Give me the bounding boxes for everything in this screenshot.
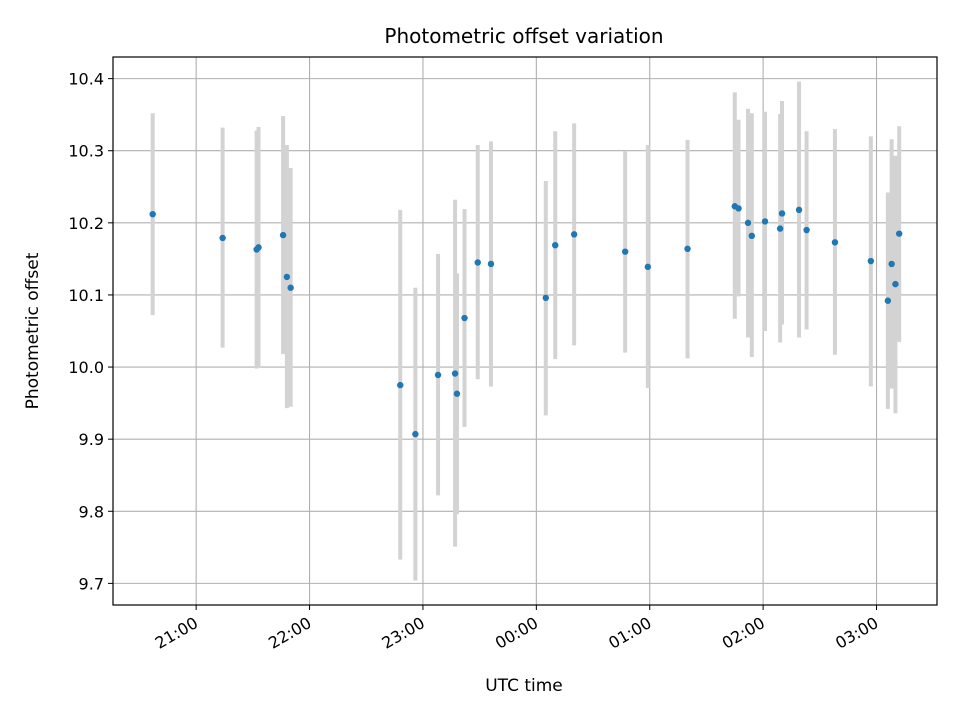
data-point: [283, 273, 291, 281]
y-tick-label: 10.3: [68, 142, 104, 161]
data-point: [542, 294, 549, 302]
data-point: [888, 260, 895, 268]
data-point: [621, 248, 629, 255]
data-point: [892, 280, 899, 288]
x-tick-label: 02:00: [719, 613, 768, 653]
data-point: [778, 210, 786, 217]
data-point: [149, 210, 156, 218]
data-point: [735, 205, 742, 212]
data-point: [776, 225, 784, 232]
data-point: [474, 259, 481, 266]
data-point: [487, 260, 495, 268]
y-tick-label: 9.8: [79, 502, 104, 521]
y-tick-label: 9.7: [79, 574, 104, 593]
data-point: [831, 239, 839, 246]
x-tick-label: 23:00: [379, 613, 428, 653]
x-tick-label: 22:00: [265, 613, 314, 653]
data-point: [453, 390, 461, 397]
grid: [113, 57, 937, 605]
x-tick-label: 00:00: [492, 613, 541, 653]
plot-frame: [112, 56, 938, 606]
data-point: [795, 206, 803, 214]
errorbars: [150, 81, 902, 581]
x-tick-label: 01:00: [605, 613, 654, 653]
data-point: [451, 370, 459, 377]
data-point: [434, 371, 442, 379]
y-tick-label: 10.0: [68, 358, 104, 377]
data-point: [761, 218, 769, 225]
y-axis: 9.7 9.8 9.9 10.0 10.1 10.2 10.3 10.4: [68, 70, 113, 593]
chart-title: Photometric offset variation: [384, 24, 663, 48]
y-tick-label: 10.2: [68, 214, 104, 233]
data-point: [461, 314, 468, 322]
data-point: [552, 241, 559, 249]
y-axis-label: Photometric offset: [23, 252, 43, 409]
data-point: [219, 234, 226, 242]
x-axis: 21:00 22:00 23:00 00:00 01:00 02:00 03:00: [152, 605, 882, 653]
data-point: [896, 230, 903, 237]
data-point: [748, 232, 755, 240]
data-point: [255, 244, 262, 251]
data-point: [412, 430, 419, 438]
data-point: [803, 226, 810, 234]
data-point: [279, 231, 287, 239]
data-point: [684, 245, 691, 252]
y-tick-label: 10.1: [68, 286, 104, 305]
data-point: [884, 297, 892, 304]
data-points: [149, 203, 903, 438]
data-point: [397, 381, 404, 389]
x-axis-label: UTC time: [485, 676, 563, 696]
data-point: [644, 263, 652, 271]
y-tick-label: 10.4: [68, 70, 104, 89]
data-point: [570, 231, 578, 238]
y-tick-label: 9.9: [79, 430, 104, 449]
data-point: [287, 284, 294, 291]
data-point: [867, 257, 875, 265]
x-tick-label: 21:00: [152, 613, 201, 653]
x-tick-label: 03:00: [832, 613, 881, 653]
data-point: [744, 219, 752, 227]
